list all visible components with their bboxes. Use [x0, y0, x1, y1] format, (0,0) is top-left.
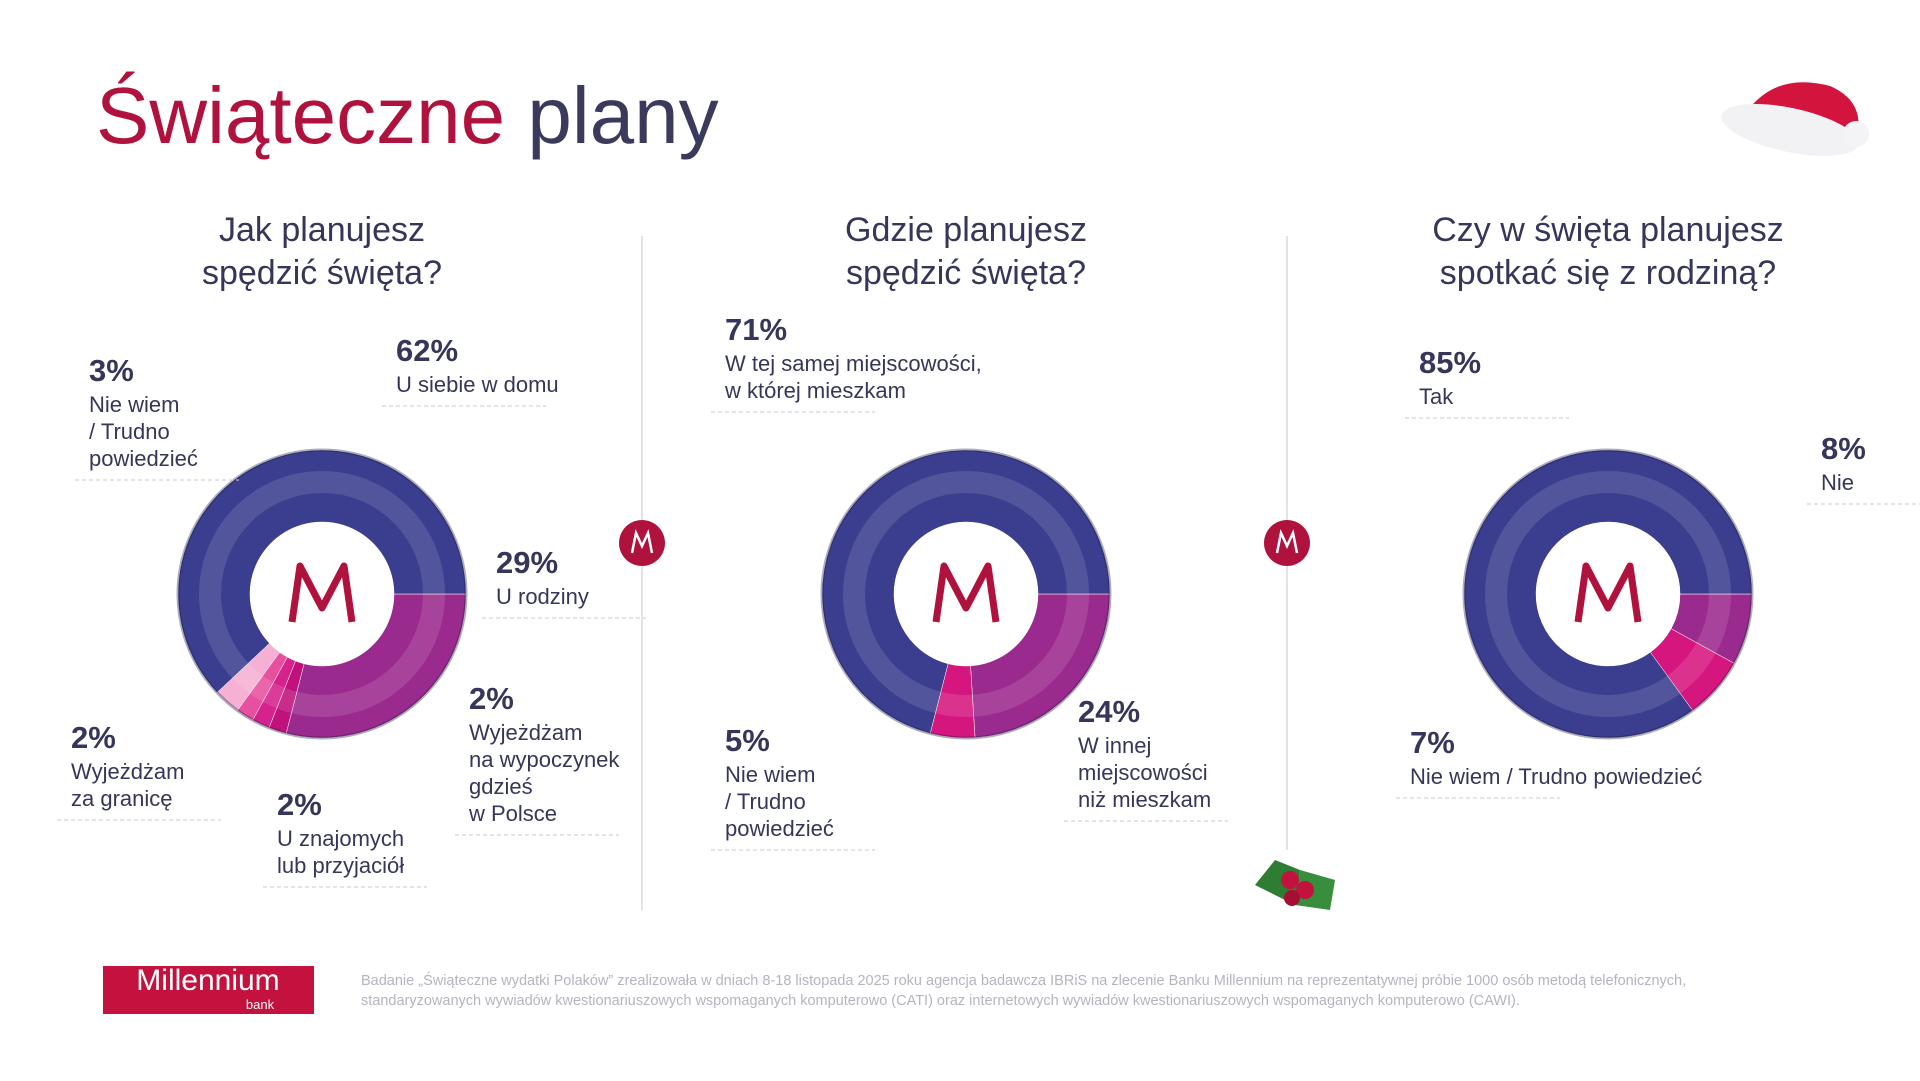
value-label: 2%: [469, 681, 514, 716]
category-label: Nie wiem / Trudno powiedzieć: [725, 762, 834, 841]
value-label: 62%: [396, 333, 458, 368]
value-label: 71%: [725, 312, 787, 347]
badge-logo: [630, 528, 654, 554]
category-label: W innej miejscowości niż mieszkam: [1078, 733, 1211, 812]
center-logo: [932, 562, 1000, 623]
divider-badge: [1264, 520, 1310, 566]
value-label: 2%: [71, 720, 116, 755]
title-highlight: Świąteczne: [96, 71, 505, 160]
logo-sub: bank: [246, 997, 275, 1012]
category-label: Tak: [1419, 384, 1454, 409]
category-label: Wyjeżdżam za granicę: [71, 759, 185, 811]
ring-edge: [1462, 448, 1754, 740]
donut: [176, 448, 468, 740]
title: Świąteczne plany: [96, 71, 719, 160]
divider-badge: [619, 520, 665, 566]
value-label: 2%: [277, 787, 322, 822]
santa-hat: [1721, 82, 1869, 156]
category-label: U siebie w domu: [396, 372, 559, 397]
value-label: 29%: [496, 545, 558, 580]
ring-shade: [843, 471, 1089, 717]
value-label: 5%: [725, 723, 770, 758]
category-label: U znajomych lub przyjaciół: [277, 826, 404, 878]
question: Gdzie planujesz spędzić święta?: [845, 211, 1087, 292]
ring-shade: [1485, 471, 1731, 717]
badge-logo: [1275, 528, 1299, 554]
donut-hole: [894, 522, 1038, 666]
donut-hole: [250, 522, 394, 666]
donut: [820, 448, 1112, 740]
holly: [1255, 860, 1335, 910]
category-label: W tej samej miejscowości, w której mieszk…: [724, 351, 982, 403]
donut: [1462, 448, 1754, 740]
donut-hole: [1536, 522, 1680, 666]
logo-name: Millennium: [136, 964, 279, 997]
value-label: 24%: [1078, 694, 1140, 729]
ring-edge: [176, 448, 468, 740]
value-label: 7%: [1410, 725, 1455, 760]
ring-edge: [820, 448, 1112, 740]
center-logo: [1574, 562, 1642, 623]
question: Czy w święta planujesz spotkać się z rodz…: [1432, 211, 1783, 292]
title-rest: plany: [527, 71, 718, 160]
category-label: U rodziny: [496, 584, 589, 609]
logo-box: [103, 966, 314, 1014]
center-logo: [288, 562, 356, 623]
category-label: Nie wiem / Trudno powiedzieć: [89, 392, 198, 471]
question: Jak planujesz spędzić święta?: [202, 211, 442, 292]
footnote: Badanie „Świąteczne wydatki Polaków” zre…: [361, 971, 1686, 989]
ring-shade: [199, 471, 445, 717]
category-label: Nie wiem / Trudno powiedzieć: [1410, 764, 1702, 789]
footnote: standaryzowanych wywiadów kwestionariusz…: [361, 993, 1520, 1009]
category-label: Wyjeżdżam na wypoczynek gdzieś w Polsce: [468, 720, 620, 826]
value-label: 8%: [1821, 431, 1866, 466]
category-label: Nie: [1821, 470, 1854, 495]
value-label: 3%: [89, 353, 134, 388]
value-label: 85%: [1419, 345, 1481, 380]
